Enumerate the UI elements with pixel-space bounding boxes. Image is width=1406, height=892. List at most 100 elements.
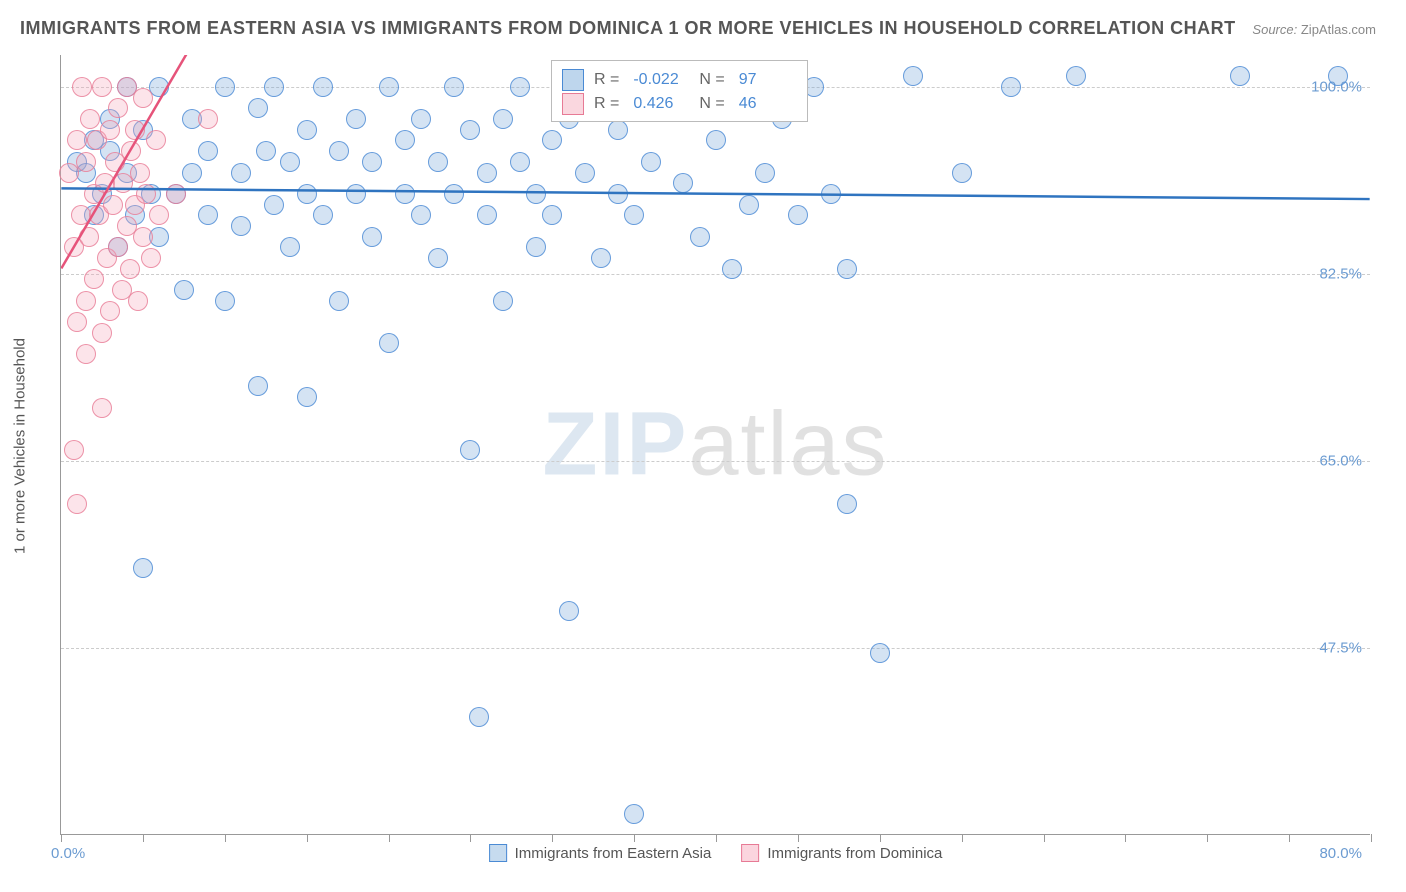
- data-point: [1066, 66, 1086, 86]
- data-point: [591, 248, 611, 268]
- data-point: [297, 120, 317, 140]
- data-point: [1328, 66, 1348, 86]
- x-tick: [470, 834, 471, 842]
- data-point: [182, 163, 202, 183]
- data-point: [72, 77, 92, 97]
- data-point: [690, 227, 710, 247]
- data-point: [100, 301, 120, 321]
- data-point: [84, 269, 104, 289]
- series-legend-1: Immigrants from Dominica: [741, 844, 942, 862]
- data-point: [329, 291, 349, 311]
- data-point: [608, 184, 628, 204]
- data-point: [460, 120, 480, 140]
- data-point: [608, 120, 628, 140]
- gridline: [61, 648, 1370, 649]
- plot-area: ZIPatlas 100.0%82.5%65.0%47.5% R = -0.02…: [60, 55, 1370, 835]
- data-point: [428, 152, 448, 172]
- data-point: [673, 173, 693, 193]
- x-tick: [1207, 834, 1208, 842]
- legend-row-1: R = 0.426 N = 46: [562, 93, 795, 115]
- data-point: [469, 707, 489, 727]
- legend-N-label2: N =: [699, 95, 724, 113]
- data-point: [264, 77, 284, 97]
- data-point: [92, 77, 112, 97]
- data-point: [280, 237, 300, 257]
- data-point: [248, 376, 268, 396]
- data-point: [739, 195, 759, 215]
- legend-R-label: R =: [594, 71, 619, 89]
- data-point: [477, 163, 497, 183]
- data-point: [624, 804, 644, 824]
- data-point: [313, 77, 333, 97]
- data-point: [755, 163, 775, 183]
- data-point: [67, 312, 87, 332]
- x-axis-max-label: 80.0%: [1319, 845, 1362, 862]
- x-tick: [143, 834, 144, 842]
- data-point: [297, 184, 317, 204]
- data-point: [837, 494, 857, 514]
- data-point: [641, 152, 661, 172]
- x-tick: [307, 834, 308, 842]
- data-point: [903, 66, 923, 86]
- correlation-legend: R = -0.022 N = 97 R = 0.426 N = 46: [551, 60, 808, 122]
- data-point: [280, 152, 300, 172]
- legend-N-0: 97: [739, 71, 795, 89]
- data-point: [71, 205, 91, 225]
- x-tick: [389, 834, 390, 842]
- data-point: [136, 184, 156, 204]
- legend-N-1: 46: [739, 95, 795, 113]
- data-point: [215, 77, 235, 97]
- x-axis-min-label: 0.0%: [51, 845, 85, 862]
- series-legend-0: Immigrants from Eastern Asia: [489, 844, 712, 862]
- data-point: [510, 77, 530, 97]
- data-point: [100, 120, 120, 140]
- data-point: [215, 291, 235, 311]
- source-value: ZipAtlas.com: [1301, 22, 1376, 37]
- data-point: [146, 130, 166, 150]
- data-point: [256, 141, 276, 161]
- trend-lines: [61, 55, 1370, 834]
- series-legend: Immigrants from Eastern Asia Immigrants …: [489, 844, 943, 862]
- chart-title: IMMIGRANTS FROM EASTERN ASIA VS IMMIGRAN…: [20, 18, 1236, 39]
- data-point: [108, 237, 128, 257]
- legend-row-0: R = -0.022 N = 97: [562, 69, 795, 91]
- data-point: [128, 291, 148, 311]
- data-point: [379, 333, 399, 353]
- x-tick: [716, 834, 717, 842]
- data-point: [542, 205, 562, 225]
- data-point: [1230, 66, 1250, 86]
- data-point: [174, 280, 194, 300]
- data-point: [76, 291, 96, 311]
- data-point: [821, 184, 841, 204]
- legend-N-label: N =: [699, 71, 724, 89]
- data-point: [133, 227, 153, 247]
- source: Source: ZipAtlas.com: [1252, 22, 1376, 37]
- legend-R-label2: R =: [594, 95, 619, 113]
- series-swatch-1: [741, 844, 759, 862]
- data-point: [837, 259, 857, 279]
- data-point: [141, 248, 161, 268]
- data-point: [428, 248, 448, 268]
- data-point: [103, 195, 123, 215]
- data-point: [149, 205, 169, 225]
- gridline: [61, 461, 1370, 462]
- watermark-atlas: atlas: [688, 394, 888, 494]
- data-point: [121, 141, 141, 161]
- data-point: [559, 601, 579, 621]
- data-point: [362, 152, 382, 172]
- data-point: [526, 237, 546, 257]
- legend-R-0: -0.022: [633, 71, 689, 89]
- y-tick-label: 65.0%: [1319, 453, 1362, 470]
- data-point: [329, 141, 349, 161]
- data-point: [493, 109, 513, 129]
- data-point: [67, 494, 87, 514]
- x-tick: [1125, 834, 1126, 842]
- data-point: [92, 398, 112, 418]
- data-point: [706, 130, 726, 150]
- x-tick: [1371, 834, 1372, 842]
- data-point: [264, 195, 284, 215]
- x-tick: [962, 834, 963, 842]
- data-point: [80, 109, 100, 129]
- legend-swatch-0: [562, 69, 584, 91]
- series-label-0: Immigrants from Eastern Asia: [515, 845, 712, 862]
